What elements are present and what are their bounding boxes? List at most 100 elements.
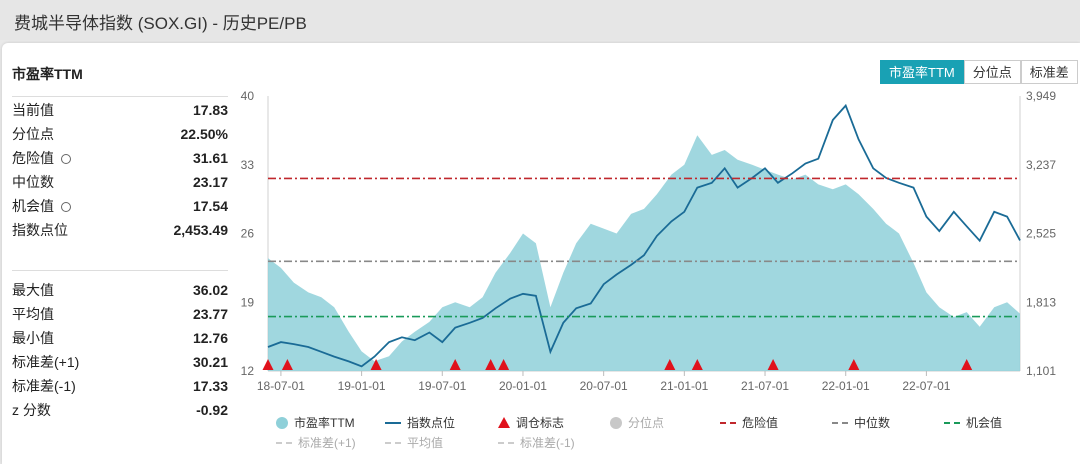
- tab-percentile[interactable]: 分位点: [963, 60, 1021, 84]
- legend-label: 标准差(-1): [520, 436, 575, 450]
- stat-value: 22.50%: [180, 126, 228, 142]
- stat-value: -0.92: [196, 402, 228, 418]
- title-bar: 费城半导体指数 (SOX.GI) - 历史PE/PB: [0, 0, 1080, 40]
- stat-label: z 分数: [12, 402, 51, 418]
- x-tick-label: 22-07-01: [902, 379, 950, 393]
- y-tick-label-right: 1,101: [1026, 364, 1056, 378]
- y-tick-label-left: 19: [241, 295, 255, 309]
- rebalance-marker: [691, 359, 703, 370]
- stat-label: 分位点: [12, 126, 54, 142]
- legend-label: 危险值: [742, 416, 779, 430]
- legend-pe-ttm[interactable]: 市盈率TTM: [276, 416, 355, 430]
- pe-history-chart[interactable]: 40 33 26 19 12 3,949 3,237 2,525 1,813 1,101 18-07…: [230, 86, 1070, 400]
- stat-value: 17.33: [192, 378, 228, 394]
- legend-danger[interactable]: 危险值: [720, 416, 778, 430]
- legend-label: 中位数: [854, 416, 891, 430]
- tab-std-dev[interactable]: 标准差: [1020, 60, 1078, 84]
- stat-row-index-level: 指数点位 2,453.49: [12, 218, 228, 242]
- legend-mean[interactable]: 平均值: [385, 436, 443, 450]
- stat-label: 标准差(+1): [12, 354, 80, 370]
- legend-label: 标准差(+1): [298, 436, 356, 450]
- stat-label: 最大值: [12, 282, 54, 298]
- legend-label: 平均值: [407, 436, 444, 450]
- stat-value: 31.61: [192, 150, 228, 166]
- triangle-icon: [498, 417, 510, 428]
- rebalance-marker: [664, 359, 676, 370]
- legend-swatch: [832, 422, 848, 424]
- stats-current: 当前值 17.83 分位点 22.50% 危险值 31.61 中位数 23.17…: [12, 98, 228, 242]
- y-tick-label-right: 3,237: [1026, 158, 1056, 172]
- stat-label: 最小值: [12, 330, 54, 346]
- legend-median[interactable]: 中位数: [832, 416, 890, 430]
- rebalance-marker: [848, 359, 860, 370]
- rebalance-marker: [961, 359, 973, 370]
- legend-label: 机会值: [966, 416, 1003, 430]
- stat-label: 标准差(-1): [12, 378, 76, 394]
- y-tick-label-left: 40: [241, 89, 255, 103]
- stat-label: 当前值: [12, 102, 54, 118]
- legend-rebalance[interactable]: 调仓标志: [498, 416, 564, 430]
- legend-opportunity[interactable]: 机会值: [944, 416, 1002, 430]
- stat-label-text: 机会值: [12, 198, 54, 214]
- stat-row-std-plus: 标准差(+1) 30.21: [12, 350, 228, 374]
- y-tick-label-left: 26: [241, 227, 255, 241]
- panel-title: 市盈率TTM: [12, 66, 83, 82]
- index-level-line: [267, 103, 1021, 368]
- legend-std-plus[interactable]: 标准差(+1): [276, 436, 356, 450]
- rebalance-marker: [498, 359, 510, 370]
- rebalance-marker: [262, 359, 274, 370]
- y-tick-label-right: 1,813: [1026, 295, 1056, 309]
- metric-tabs: 市盈率TTM 分位点 标准差: [880, 60, 1078, 84]
- legend-std-minus[interactable]: 标准差(-1): [498, 436, 575, 450]
- stat-row-opportunity: 机会值 17.54: [12, 194, 228, 218]
- x-tick-label: 20-01-01: [499, 379, 547, 393]
- stat-value: 17.54: [192, 198, 228, 214]
- stat-row-danger: 危险值 31.61: [12, 146, 228, 170]
- gear-icon[interactable]: [61, 202, 71, 212]
- stat-row-percentile: 分位点 22.50%: [12, 122, 228, 146]
- x-tick-label: 20-07-01: [580, 379, 628, 393]
- legend-swatch: [385, 442, 401, 444]
- legend-swatch: [720, 422, 736, 424]
- x-tick-label: 22-01-01: [822, 379, 870, 393]
- legend-swatch: [610, 417, 622, 429]
- x-tick-label: 19-01-01: [338, 379, 386, 393]
- stat-row-current: 当前值 17.83: [12, 98, 228, 122]
- legend-label: 分位点: [628, 416, 665, 430]
- legend-swatch: [276, 417, 288, 429]
- legend-label: 市盈率TTM: [294, 416, 355, 430]
- stat-row-max: 最大值 36.02: [12, 278, 228, 302]
- window-title: 费城半导体指数 (SOX.GI) - 历史PE/PB: [14, 14, 307, 33]
- gear-icon[interactable]: [61, 154, 71, 164]
- stat-label: 中位数: [12, 174, 54, 190]
- pe-ttm-area: [268, 135, 1020, 371]
- legend-swatch: [498, 442, 514, 444]
- stat-value: 30.21: [192, 354, 228, 370]
- rebalance-marker: [485, 359, 497, 370]
- x-tick-label: 21-07-01: [741, 379, 789, 393]
- stat-label: 指数点位: [12, 222, 68, 238]
- stat-label: 平均值: [12, 306, 54, 322]
- legend-index-level[interactable]: 指数点位: [385, 416, 455, 430]
- rebalance-marker: [281, 359, 293, 370]
- rebalance-marker: [767, 359, 779, 370]
- legend-percentile[interactable]: 分位点: [610, 416, 664, 430]
- legend-swatch: [944, 422, 960, 424]
- stat-row-min: 最小值 12.76: [12, 326, 228, 350]
- y-tick-label-right: 3,949: [1026, 89, 1056, 103]
- stat-value: 17.83: [192, 102, 228, 118]
- stat-value: 2,453.49: [173, 222, 229, 238]
- y-tick-label-left: 33: [241, 158, 255, 172]
- rebalance-marker: [370, 359, 382, 370]
- tab-pe-ttm[interactable]: 市盈率TTM: [880, 60, 964, 84]
- legend-label: 调仓标志: [516, 416, 565, 430]
- y-tick-label-right: 2,525: [1026, 227, 1056, 241]
- stat-row-median: 中位数 23.17: [12, 170, 228, 194]
- stat-value: 12.76: [192, 330, 228, 346]
- stat-row-z-score: z 分数 -0.92: [12, 398, 228, 422]
- y-tick-label-left: 12: [241, 364, 255, 378]
- stat-value: 23.17: [192, 174, 228, 190]
- stat-label-text: 危险值: [12, 150, 54, 166]
- legend-label: 指数点位: [407, 416, 456, 430]
- stat-label: 机会值: [12, 194, 71, 218]
